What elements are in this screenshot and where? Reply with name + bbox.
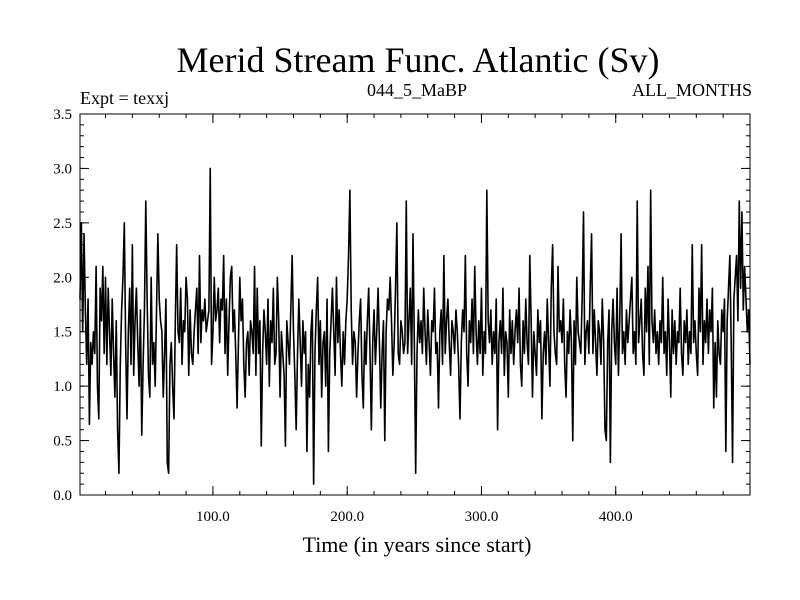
axis-ticks xyxy=(80,113,750,496)
chart-title: Merid Stream Func. Atlantic (Sv) xyxy=(177,40,660,80)
y-tick-label: 0.0 xyxy=(53,488,72,504)
y-tick-label: 2.0 xyxy=(53,270,72,286)
series-line xyxy=(79,167,751,485)
x-tick-label: 300.0 xyxy=(465,509,499,525)
period-label: 044_5_MaBP xyxy=(367,80,467,100)
series-layer xyxy=(79,167,751,485)
x-tick-label: 100.0 xyxy=(196,509,230,525)
axes xyxy=(79,113,751,496)
y-tick-label: 0.5 xyxy=(53,434,72,450)
tick-labels: 100.0 200.0 300.0 400.0 0.0 0.5 1.0 1.5 2.0 2.5 3.… xyxy=(53,107,632,525)
plot-frame xyxy=(79,113,751,496)
y-tick-label: 3.0 xyxy=(53,161,72,177)
experiment-label: Expt = texxj xyxy=(80,88,169,108)
x-axis-label: Time (in years since start) xyxy=(303,532,532,557)
x-tick-label: 400.0 xyxy=(599,509,633,525)
months-label: ALL_MONTHS xyxy=(632,80,752,100)
y-tick-label: 1.0 xyxy=(53,379,72,395)
x-tick-label: 200.0 xyxy=(330,509,364,525)
y-tick-label: 1.5 xyxy=(53,325,72,341)
y-tick-label: 3.5 xyxy=(53,107,72,123)
y-tick-label: 2.5 xyxy=(53,216,72,232)
